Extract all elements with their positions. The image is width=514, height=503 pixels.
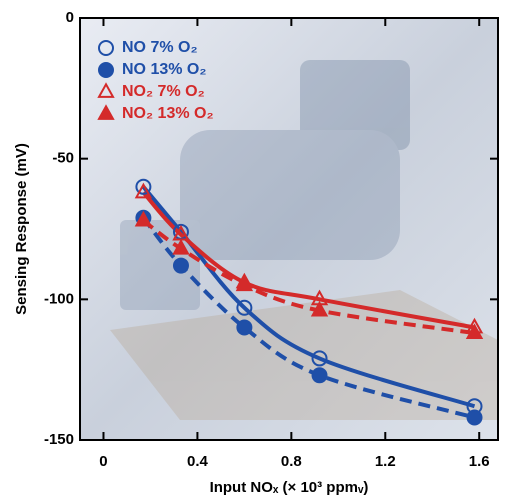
- y-tick-label: -100: [44, 290, 74, 307]
- legend-label: NO 13% O₂: [122, 61, 206, 78]
- data-point: [468, 410, 482, 424]
- legend-marker: [99, 63, 113, 77]
- x-tick-label: 1.2: [375, 453, 396, 470]
- x-tick-label: 0: [99, 453, 107, 470]
- legend-label: NO 7% O₂: [122, 39, 198, 56]
- x-axis-label: Input NOₓ (× 10³ ppmᵥ): [210, 479, 369, 496]
- legend-label: NO₂ 13% O₂: [122, 105, 214, 122]
- x-tick-label: 0.4: [187, 453, 209, 470]
- legend-label: NO₂ 7% O₂: [122, 83, 205, 100]
- data-point: [237, 320, 251, 334]
- y-axis-label: Sensing Response (mV): [13, 143, 30, 315]
- x-tick-label: 1.6: [469, 453, 490, 470]
- y-tick-label: -50: [52, 150, 74, 167]
- y-tick-label: 0: [66, 9, 74, 26]
- x-tick-label: 0.8: [281, 453, 302, 470]
- data-point: [313, 368, 327, 382]
- chart: Sensing Response (mV) Input NOₓ (× 10³ p…: [0, 0, 514, 498]
- y-tick-label: -150: [44, 431, 74, 448]
- data-point: [174, 259, 188, 273]
